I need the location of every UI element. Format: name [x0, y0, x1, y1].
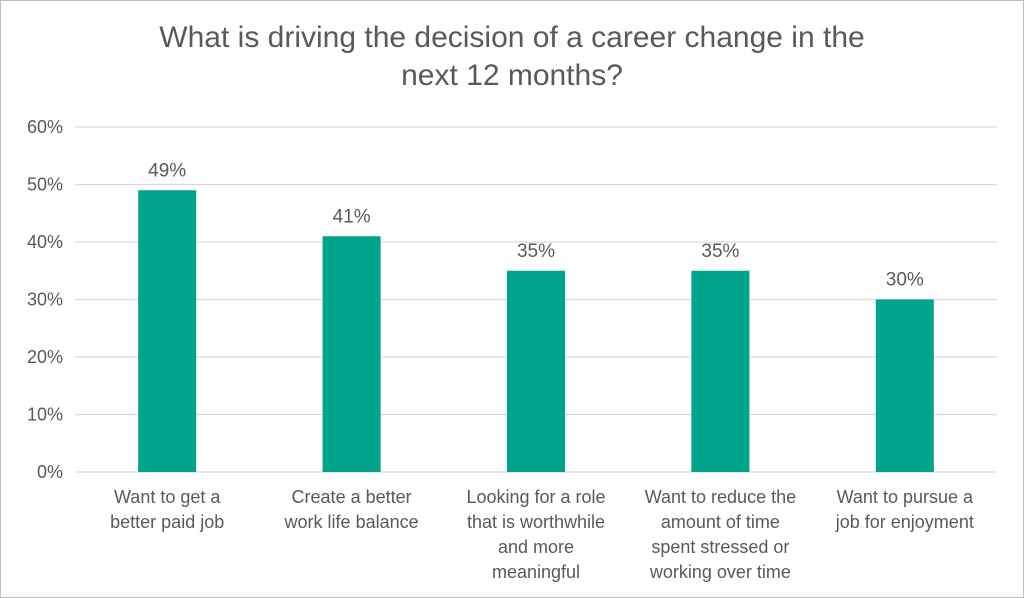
bar — [691, 270, 750, 472]
category-label: Want to reduce the amount of time spent st… — [645, 487, 796, 582]
category-label-line: better paid job — [110, 512, 224, 532]
category-label-line: Want to reduce the — [645, 487, 796, 507]
y-tick-label: 10% — [27, 405, 63, 425]
category-label-line: amount of time — [661, 512, 780, 532]
category-label-line: job for enjoyment — [835, 512, 974, 532]
y-tick-label: 0% — [37, 462, 63, 482]
category-label-line: Create a better — [292, 487, 412, 507]
data-label: 49% — [148, 160, 186, 181]
category-label: Create a better work life balance — [284, 487, 419, 532]
bar — [322, 236, 381, 472]
y-tick-label: 40% — [27, 232, 63, 252]
y-tick-label: 20% — [27, 347, 63, 367]
category-label: Want to pursue a job for enjoyment — [835, 487, 974, 532]
chart-title: What is driving the decision of a career… — [1, 19, 1023, 95]
bar — [875, 299, 934, 472]
category-label: Want to get a better paid job — [110, 487, 224, 532]
category-label: Looking for a role that is worthwhile and … — [466, 487, 605, 582]
category-label-line: that is worthwhile — [467, 512, 605, 532]
category-label-line: Want to pursue a — [837, 487, 974, 507]
chart-title-line-2: next 12 months? — [401, 59, 623, 92]
category-label-line: spent stressed or — [651, 537, 789, 557]
data-label: 35% — [517, 241, 555, 262]
category-label-line: Want to get a — [114, 487, 221, 507]
category-label-line: and more — [498, 537, 574, 557]
data-label: 35% — [701, 241, 739, 262]
data-label: 41% — [333, 206, 371, 227]
category-label-line: meaningful — [492, 562, 580, 582]
y-tick-label: 30% — [27, 290, 63, 310]
y-tick-label: 60% — [27, 117, 63, 137]
bar — [138, 190, 197, 472]
data-label: 30% — [886, 270, 924, 291]
category-label-line: work life balance — [284, 512, 419, 532]
bar — [507, 270, 565, 472]
y-tick-label: 50% — [27, 175, 63, 195]
category-label-line: Looking for a role — [466, 487, 605, 507]
chart-title-line-1: What is driving the decision of a career… — [159, 21, 865, 54]
category-label-line: working over time — [649, 562, 791, 582]
